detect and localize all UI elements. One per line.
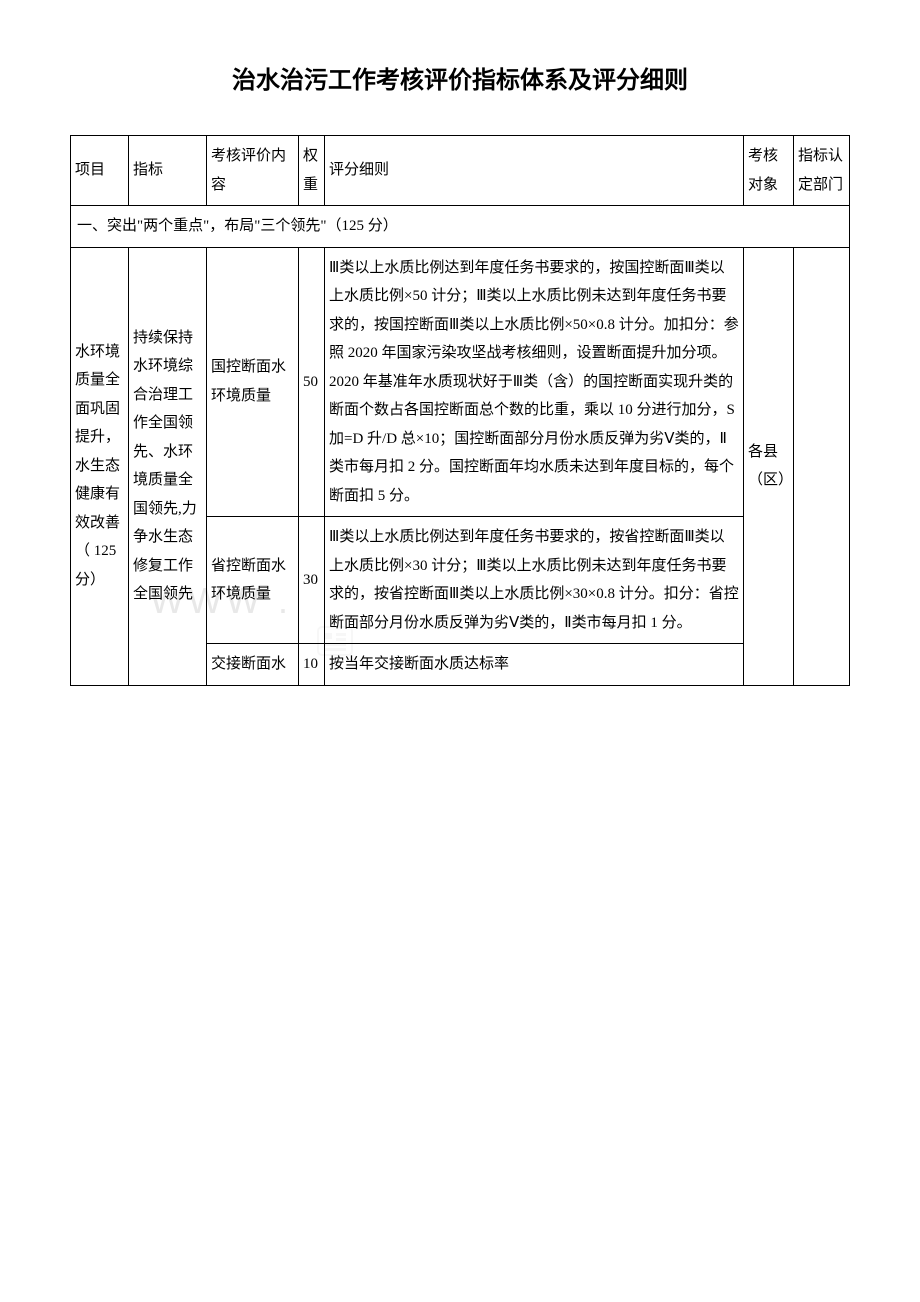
cell-content: 省控断面水环境质量 — [207, 517, 299, 644]
cell-rule: Ⅲ类以上水质比例达到年度任务书要求的，按省控断面Ⅲ类以上水质比例×30 计分；Ⅲ… — [325, 517, 744, 644]
cell-rule: Ⅲ类以上水质比例达到年度任务书要求的，按国控断面Ⅲ类以上水质比例×50 计分；Ⅲ… — [325, 247, 744, 517]
section-header: 一、突出"两个重点"，布局"三个领先"（125 分） — [71, 206, 850, 248]
header-rule: 评分细则 — [325, 136, 744, 206]
cell-rule: 按当年交接断面水质达标率 — [325, 644, 744, 686]
cell-project: 水环境质量全面巩固提升，水生态健康有效改善（ 125分） — [71, 247, 129, 685]
header-content: 考核评价内容 — [207, 136, 299, 206]
cell-object: 各县（区） — [744, 247, 794, 685]
section-header-row: 一、突出"两个重点"，布局"三个领先"（125 分） — [71, 206, 850, 248]
cell-indicator: 持续保持水环境综合治理工作全国领先、水环境质量全国领先,力争水生态修复工作全国领… — [129, 247, 207, 685]
header-object: 考核对象 — [744, 136, 794, 206]
page-title: 治水治污工作考核评价指标体系及评分细则 — [70, 60, 850, 95]
cell-weight: 30 — [299, 517, 325, 644]
cell-content: 交接断面水 — [207, 644, 299, 686]
cell-dept — [794, 247, 850, 685]
header-project: 项目 — [71, 136, 129, 206]
header-dept: 指标认定部门 — [794, 136, 850, 206]
evaluation-table: 项目 指标 考核评价内容 权重 评分细则 考核对象 指标认定部门 一、突出"两个… — [70, 135, 850, 686]
cell-weight: 50 — [299, 247, 325, 517]
cell-weight: 10 — [299, 644, 325, 686]
header-weight: 权重 — [299, 136, 325, 206]
table-header-row: 项目 指标 考核评价内容 权重 评分细则 考核对象 指标认定部门 — [71, 136, 850, 206]
header-indicator: 指标 — [129, 136, 207, 206]
cell-content: 国控断面水环境质量 — [207, 247, 299, 517]
table-row: 水环境质量全面巩固提升，水生态健康有效改善（ 125分） 持续保持水环境综合治理… — [71, 247, 850, 517]
